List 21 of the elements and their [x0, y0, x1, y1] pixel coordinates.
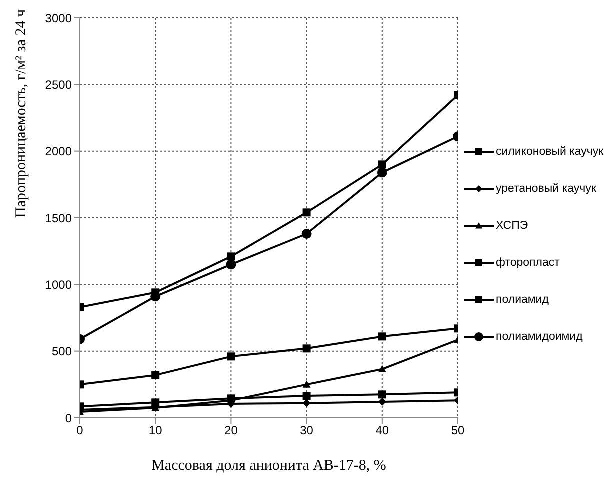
x-tick-label: 0 [76, 424, 84, 438]
legend-label: полиамид [496, 294, 549, 306]
y-tick-label: 2000 [45, 144, 72, 159]
x-tick-label: 40 [376, 424, 390, 438]
y-tick-label: 3000 [45, 11, 72, 26]
x-tick-label: 10 [148, 424, 163, 438]
legend-label: ХСПЭ [496, 220, 528, 232]
y-tick-label: 1000 [45, 278, 72, 292]
y-tick-label: 500 [52, 344, 72, 359]
x-tick-label: 30 [300, 424, 314, 438]
legend-label: полиамидоимид [496, 330, 583, 342]
x-axis-title: Массовая доля анионита АВ-17-8, % [152, 458, 386, 474]
legend-label: фторопласт [496, 256, 560, 268]
legend-label: силиконовый каучук [496, 146, 604, 158]
y-axis-title: Паропроницаемость, г/м² за 24 ч [13, 9, 30, 218]
y-tick-label: 0 [65, 411, 72, 426]
legend-label: уретановый каучук [496, 182, 596, 194]
y-tick-label: 1500 [45, 211, 72, 226]
y-tick-label: 2500 [45, 78, 72, 92]
x-tick-label: 50 [451, 424, 465, 438]
x-tick-label: 20 [224, 424, 238, 438]
